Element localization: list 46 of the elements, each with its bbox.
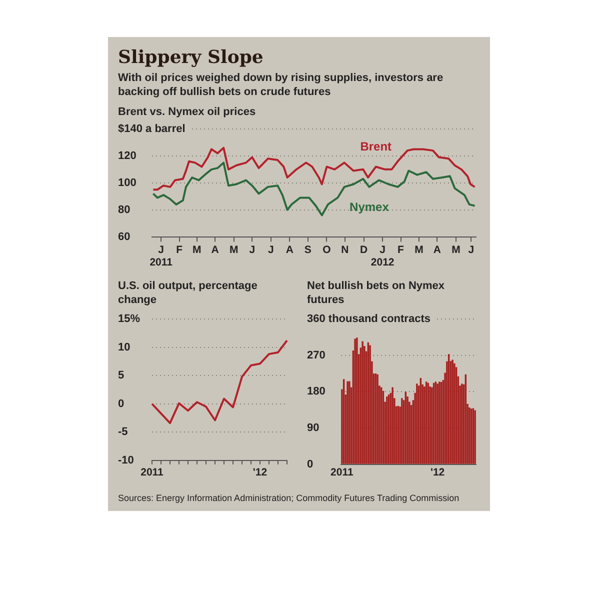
- x-tick-label: J: [468, 244, 474, 256]
- x-tick-label: 2011: [140, 466, 164, 479]
- x-tick-label: A: [286, 244, 294, 256]
- x-tick-label: O: [322, 244, 331, 256]
- x-tick-label: 2011: [330, 466, 354, 479]
- series-label: Brent: [360, 140, 392, 154]
- y-tick-label: 15%: [118, 313, 140, 326]
- text: Slippery Slope: [118, 47, 264, 68]
- chart-title: Net bullish bets on Nymex futures: [307, 279, 446, 308]
- x-tick-label: '12: [252, 466, 268, 479]
- y-tick-label: 0: [118, 398, 124, 410]
- x-tick-label: A: [433, 244, 442, 256]
- chart-title: Brent vs. Nymex oil prices: [118, 105, 257, 119]
- y-tick-label: 10: [118, 341, 130, 354]
- x-tick-label: J 2011: [150, 244, 173, 269]
- y-tick-label: 90: [307, 422, 320, 434]
- x-tick-label: D: [360, 244, 368, 256]
- y-tick-label: 120: [118, 150, 136, 162]
- x-tick-label: M: [230, 244, 239, 256]
- chart-title: U.S. oil output, percentage change: [118, 279, 258, 308]
- x-tick-label: J: [249, 244, 256, 256]
- x-tick-label: N: [341, 244, 349, 256]
- y-tick-label: 0: [307, 458, 314, 470]
- x-tick-label: F: [176, 244, 184, 256]
- y-tick-label: 80: [118, 204, 130, 216]
- x-tick-label: A: [211, 244, 220, 256]
- series-label: Nymex: [350, 200, 390, 214]
- y-tick-label: 100: [118, 176, 136, 189]
- x-tick-label: S: [304, 244, 312, 256]
- y-tick-label: 60: [118, 230, 130, 243]
- x-tick-label: M: [192, 244, 202, 256]
- x-tick-label: F: [398, 244, 405, 256]
- y-tick-label: 5: [118, 370, 124, 382]
- y-tick-label: 360 thousand contracts: [307, 313, 430, 326]
- text: With oil prices weighed down by rising supplies, investors are backing off bullish bets on crude futures: [118, 71, 444, 99]
- y-tick-label: -10: [118, 454, 134, 466]
- x-tick-label: M: [452, 244, 461, 256]
- x-tick-label: '12: [430, 466, 445, 479]
- y-tick-label: $140 a barrel: [118, 123, 186, 136]
- y-tick-label: -5: [118, 426, 128, 438]
- y-tick-label: 270: [307, 349, 326, 362]
- y-tick-label: 180: [307, 386, 326, 398]
- x-tick-label: M: [414, 244, 424, 256]
- x-tick-label: J 2012: [370, 244, 394, 269]
- source-note: Sources: Energy Information Administration; Commodity Futures Trading Commission: [118, 493, 460, 503]
- x-tick-label: J: [268, 244, 274, 256]
